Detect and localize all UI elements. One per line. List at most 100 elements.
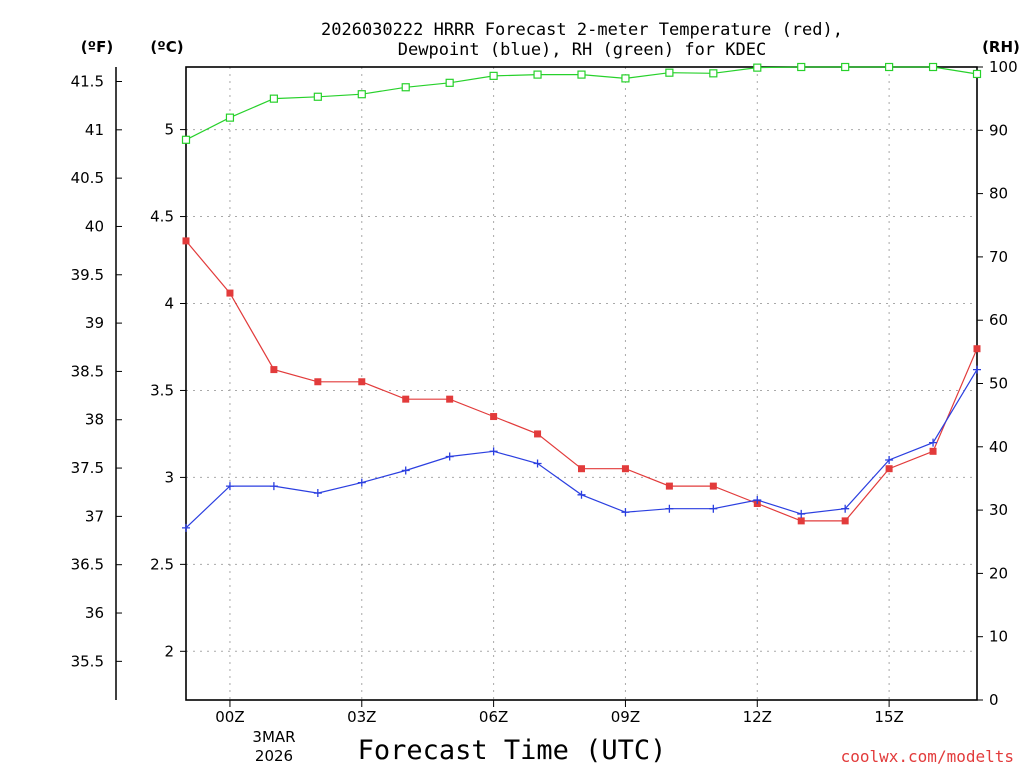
dewpoint-point [225,482,234,491]
rh-point [885,62,894,72]
rh-tick-label: 30 [989,501,1008,519]
celsius-tick-label: 5 [164,121,174,139]
grid [186,67,977,700]
x-tick-label: 00Z [215,708,244,726]
rh-point [709,69,718,78]
celsius-tick-label: 4.5 [150,208,174,226]
rh-point [357,90,366,99]
date-label-month: 3MAR [252,728,295,746]
dewpoint-point [357,478,366,487]
dewpoint-point [445,452,454,461]
temperature-point [885,465,893,473]
rh-point [797,62,806,72]
celsius-tick-label: 2 [164,642,174,660]
temperature-point [621,465,629,473]
temperature-point [841,517,849,525]
chart-title-line2: Dewpoint (blue), RH (green) for KDEC [398,40,766,60]
fahrenheit-unit-label: (ºF) [81,38,113,56]
x-tick-label: 15Z [874,708,903,726]
temperature-point [490,413,498,421]
temperature-point [929,447,937,455]
rh-tick-label: 60 [989,311,1008,329]
temperature-point [534,430,542,438]
rh-tick-label: 90 [989,121,1008,139]
plot-frame [185,66,978,701]
temperature-point [973,345,981,353]
dewpoint-point [313,489,322,498]
rh-point [841,62,850,72]
fahrenheit-tick-label: 38.5 [71,362,104,380]
dewpoint-point [269,482,278,491]
rh-point [181,135,191,144]
celsius-tick-label: 3.5 [150,381,174,399]
rh-point [313,92,322,101]
fahrenheit-tick-label: 39.5 [71,266,104,284]
chart-title-line1: 2026030222 HRRR Forecast 2-meter Tempera… [321,20,843,40]
rh-point [225,113,235,122]
dewpoint-point [533,459,542,468]
temperature-point [402,395,410,403]
rh-point [577,70,586,79]
celsius-unit-label: (ºC) [150,38,183,56]
rh-tick-label: 40 [989,438,1008,456]
dewpoint-point [929,438,938,447]
dewpoint-point [665,504,674,513]
fahrenheit-tick-label: 36.5 [71,556,104,574]
rh-tick-label: 80 [989,185,1008,203]
rh-point [665,68,674,77]
temperature-point [314,378,322,386]
rh-tick-label: 20 [989,564,1008,582]
celsius-tick-label: 3 [164,468,174,486]
temperature-line [185,240,978,522]
x-tick-label: 03Z [347,708,376,726]
dewpoint-point [797,509,806,518]
celsius-tick-label: 2.5 [150,555,174,573]
fahrenheit-tick-label: 41 [85,121,104,139]
fahrenheit-tick-label: 38 [85,411,104,429]
rh-tick-label: 0 [989,691,999,709]
dewpoint-point [182,523,190,532]
temperature-point [446,395,454,403]
temperature-point [226,289,234,297]
temperature-point [358,378,366,386]
dewpoint-point [621,508,630,517]
fahrenheit-tick-label: 35.5 [71,652,104,670]
rh-point [401,83,410,92]
dewpoint-point [973,365,981,374]
dewpoint-point [401,466,410,475]
temperature-point [797,517,805,525]
temperature-point [578,465,585,473]
dewpoint-point [753,496,762,505]
rh-tick-label: 10 [989,628,1008,646]
x-tick-label: 12Z [743,708,772,726]
temperature-point [709,482,717,490]
x-axis-label: Forecast Time (UTC) [358,735,667,766]
rh-point [445,78,454,87]
fahrenheit-tick-label: 37 [85,507,104,525]
rh-unit-label: (RH) [982,38,1020,56]
fahrenheit-tick-label: 37.5 [71,459,104,477]
dewpoint-point [841,504,850,513]
date-label-year: 2026 [255,747,293,765]
rh-point [533,70,542,79]
fahrenheit-tick-label: 40.5 [71,169,104,187]
fahrenheit-tick-label: 36 [85,604,104,622]
dewpoint-point [489,447,498,456]
x-tick-label: 09Z [611,708,640,726]
temperature-point [270,366,278,374]
rh-tick-label: 50 [989,375,1008,393]
x-tick-label: 06Z [479,708,508,726]
dewpoint-line [185,369,978,529]
rh-point [489,71,498,80]
temperature-point [665,482,673,490]
data-series [181,62,982,532]
fahrenheit-tick-label: 41.5 [71,72,104,90]
rh-point [621,74,630,83]
credit-label: coolwx.com/modelts [841,747,1014,766]
rh-point [269,94,278,103]
rh-point [753,63,762,72]
dewpoint-point [577,490,586,499]
fahrenheit-tick-label: 39 [85,314,104,332]
rh-tick-label: 70 [989,248,1008,266]
